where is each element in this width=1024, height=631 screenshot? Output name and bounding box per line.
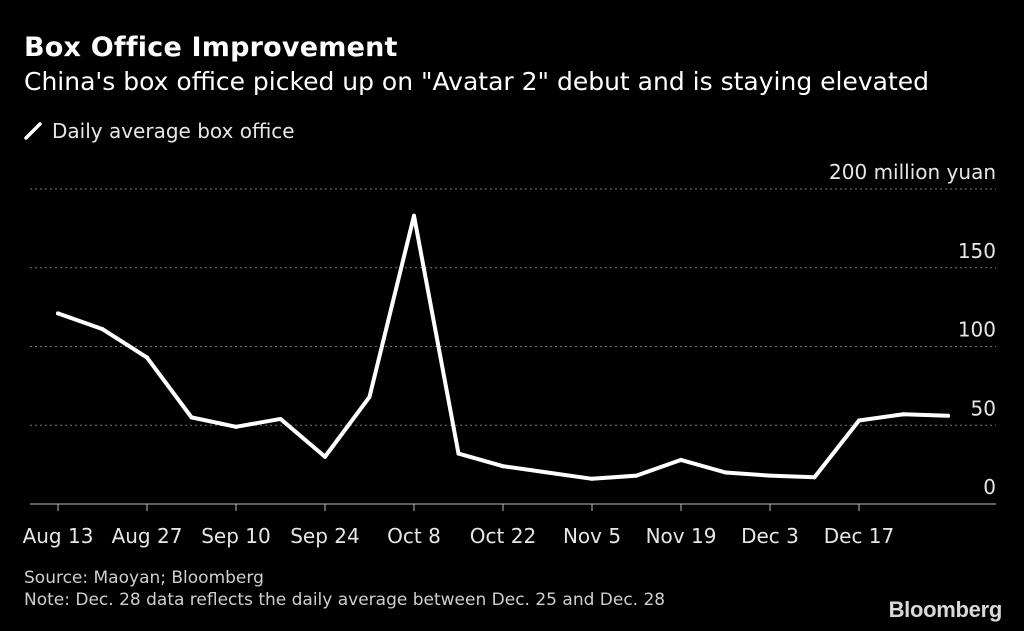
series-lines [56,213,950,481]
x-tick-label: Nov 19 [646,524,717,548]
data-point [901,412,906,417]
gridlines [30,188,996,505]
data-point [768,473,772,478]
legend-label: Daily average box office [52,119,295,143]
x-tick-labels: Aug 13 Aug 27 Sep 10 Sep 24 Oct 8 Oct 22 Nov 5… [23,504,895,548]
data-point [545,470,550,475]
data-point [100,327,105,332]
data-point [679,457,683,462]
source-note: Source: Maoyan; Bloomberg [24,568,264,588]
series-line-0 [56,213,950,481]
data-point [323,454,327,459]
x-tick-label: Sep 24 [290,524,360,548]
data-point [501,464,505,469]
data-point [145,355,149,360]
data-point [857,418,861,423]
data-point [56,311,60,316]
data-point [412,213,416,218]
y-tick-label: 0 [983,475,996,499]
y-tick-label: 150 [958,239,996,263]
x-tick-label: Nov 5 [563,524,621,548]
data-point [278,416,283,421]
legend-line-icon [24,122,42,140]
x-tick-label: Dec 3 [741,524,799,548]
chart-subtitle: China's box office picked up on "Avatar … [24,67,930,96]
x-tick-label: Oct 22 [470,524,536,548]
data-point [456,451,461,456]
footer: Source: Maoyan; Bloomberg Note: Dec. 28 … [24,567,665,611]
x-tick-label: Aug 13 [23,524,94,548]
x-tick-label: Oct 8 [387,524,441,548]
bloomberg-logo: Bloomberg [888,597,1003,622]
chart-title: Box Office Improvement [24,32,398,63]
data-point [634,473,639,478]
x-tick-label: Dec 17 [824,524,895,548]
y-tick-labels: 0 50 100 150 200 million yuan [829,160,996,499]
data-point [812,475,817,480]
data-point [590,476,594,481]
line-chart: 0 50 100 150 200 million yuan Aug 13 Aug 27 Se… [23,160,996,548]
data-point [234,424,238,429]
data-point [367,394,372,399]
data-point [946,413,950,418]
data-point [189,415,194,420]
y-tick-label: 50 [971,396,996,420]
x-tick-label: Aug 27 [112,524,183,548]
y-tick-label: 200 million yuan [829,160,996,184]
data-note: Note: Dec. 28 data reflects the daily av… [24,590,666,610]
y-tick-label: 100 [958,318,996,342]
data-point [723,470,728,475]
legend: Daily average box office [24,119,295,143]
x-tick-label: Sep 10 [201,524,271,548]
